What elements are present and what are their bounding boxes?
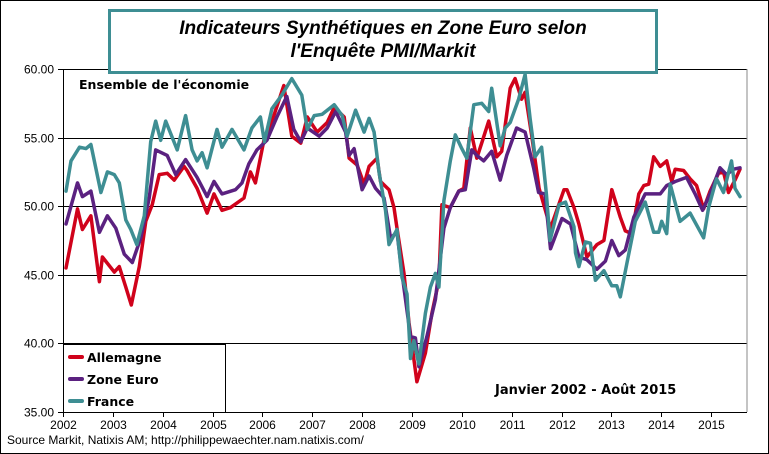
chart-title-line1: Indicateurs Synthétiques en Zone Euro se… xyxy=(179,18,587,39)
series-line-france xyxy=(64,72,742,366)
y-axis-ticks: 35.00 40.00 45.00 50.00 55.00 60.00 xyxy=(24,63,63,420)
legend: Allemagne Zone Euro France xyxy=(63,344,226,412)
series-line-zone-euro xyxy=(64,94,742,369)
chart-title: Indicateurs Synthétiques en Zone Euro se… xyxy=(108,9,658,74)
y-tick-label: 35.00 xyxy=(24,406,54,420)
y-tick-label: 40.00 xyxy=(24,337,54,351)
legend-swatch-allemagne xyxy=(68,355,84,359)
x-tick-label: 2009 xyxy=(399,418,426,432)
y-tick-label: 60.00 xyxy=(24,63,54,77)
legend-label: France xyxy=(87,393,135,409)
series-lines xyxy=(64,72,742,384)
source-note: Source Markit, Natixis AM; http://philip… xyxy=(7,433,364,447)
x-tick-label: 2008 xyxy=(349,418,376,432)
x-tick-label: 2007 xyxy=(299,418,326,432)
legend-item-france: France xyxy=(68,392,134,410)
legend-swatch-zone-euro xyxy=(68,377,84,381)
period-annotation: Janvier 2002 - Août 2015 xyxy=(495,383,677,398)
legend-item-zone-euro: Zone Euro xyxy=(68,370,159,388)
legend-label: Allemagne xyxy=(87,349,162,365)
x-tick-label: 2003 xyxy=(100,418,127,432)
legend-swatch-france xyxy=(68,399,84,403)
y-tick-label: 55.00 xyxy=(24,132,54,146)
x-tick-label: 2010 xyxy=(449,418,476,432)
legend-label: Zone Euro xyxy=(87,371,159,387)
x-tick-label: 2006 xyxy=(249,418,276,432)
x-tick-label: 2015 xyxy=(698,418,725,432)
legend-item-allemagne: Allemagne xyxy=(68,348,162,366)
series-line-allemagne xyxy=(64,76,742,384)
x-axis-ticks: 2002 2003 2004 2005 2006 2007 2008 2009 2010 2011… xyxy=(50,412,725,432)
chart-subtitle: Ensemble de l'économie xyxy=(79,77,250,92)
chart-title-line2: l'Enquête PMI/Markit xyxy=(290,41,476,62)
x-tick-label: 2013 xyxy=(598,418,625,432)
x-tick-label: 2012 xyxy=(549,418,576,432)
x-tick-label: 2014 xyxy=(648,418,675,432)
y-tick-label: 50.00 xyxy=(24,200,54,214)
x-tick-label: 2004 xyxy=(150,418,177,432)
x-tick-label: 2005 xyxy=(200,418,227,432)
x-tick-label: 2011 xyxy=(500,418,526,432)
x-tick-label: 2002 xyxy=(50,418,77,432)
y-tick-label: 45.00 xyxy=(24,269,54,283)
